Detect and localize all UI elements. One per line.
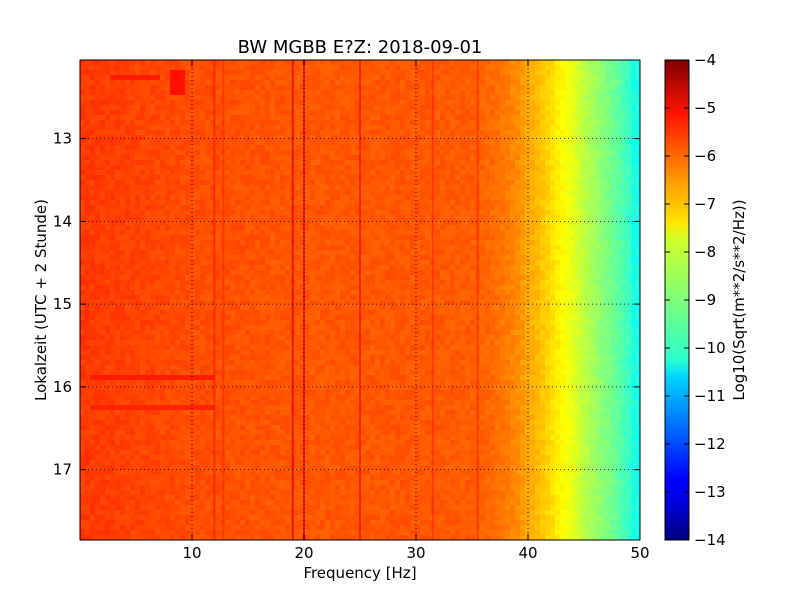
- colorbar-tick-label: −7: [694, 195, 716, 213]
- colorbar-tick-label: −10: [694, 339, 726, 357]
- spectrogram-heatmap: [80, 60, 640, 540]
- x-tick-label: 10: [182, 544, 201, 562]
- y-tick-label: 17: [53, 461, 72, 479]
- colorbar-tick-label: −8: [694, 243, 716, 261]
- spectral-line: [476, 60, 479, 540]
- colorbar-tick-label: −11: [694, 387, 726, 405]
- colorbar-tick-label: −4: [694, 51, 716, 69]
- x-axis: 10 20 30 40 50: [182, 60, 650, 562]
- colorbar-axis: −4 −5 −6 −7 −8 −9 −10 −11 −12 −13 −14: [665, 51, 726, 549]
- colorbar-tick-label: −14: [694, 531, 726, 549]
- x-tick-label: 20: [294, 544, 313, 562]
- x-tick-label: 30: [406, 544, 425, 562]
- plot-frame: [79, 59, 641, 541]
- spectral-line: [359, 60, 361, 540]
- spectral-line: [291, 60, 294, 540]
- x-axis-label: Frequency [Hz]: [303, 564, 416, 582]
- colorbar-tick-label: −6: [694, 147, 716, 165]
- spectral-line: [213, 60, 216, 540]
- x-tick-label: 40: [518, 544, 537, 562]
- colorbar-tick-label: −5: [694, 99, 716, 117]
- colorbar-tick-label: −12: [694, 435, 726, 453]
- spectral-line: [222, 60, 225, 540]
- colorbar-label: Log10(Sqrt(m**2/s**2/Hz)): [730, 199, 748, 400]
- y-tick-label: 16: [53, 378, 72, 396]
- colorbar-tick-label: −9: [694, 291, 716, 309]
- colorbar-tick-label: −13: [694, 483, 726, 501]
- y-tick-label: 15: [53, 295, 72, 313]
- x-tick-label: 50: [630, 544, 649, 562]
- y-axis-label: Lokalzeit (UTC + 2 Stunde): [32, 199, 50, 401]
- y-tick-label: 13: [53, 130, 72, 148]
- chart-title: BW MGBB E?Z: 2018-09-01: [238, 37, 483, 58]
- y-axis: 13 14 15 16 17: [53, 130, 640, 479]
- spectral-line: [431, 60, 434, 540]
- y-tick-label: 14: [53, 212, 72, 230]
